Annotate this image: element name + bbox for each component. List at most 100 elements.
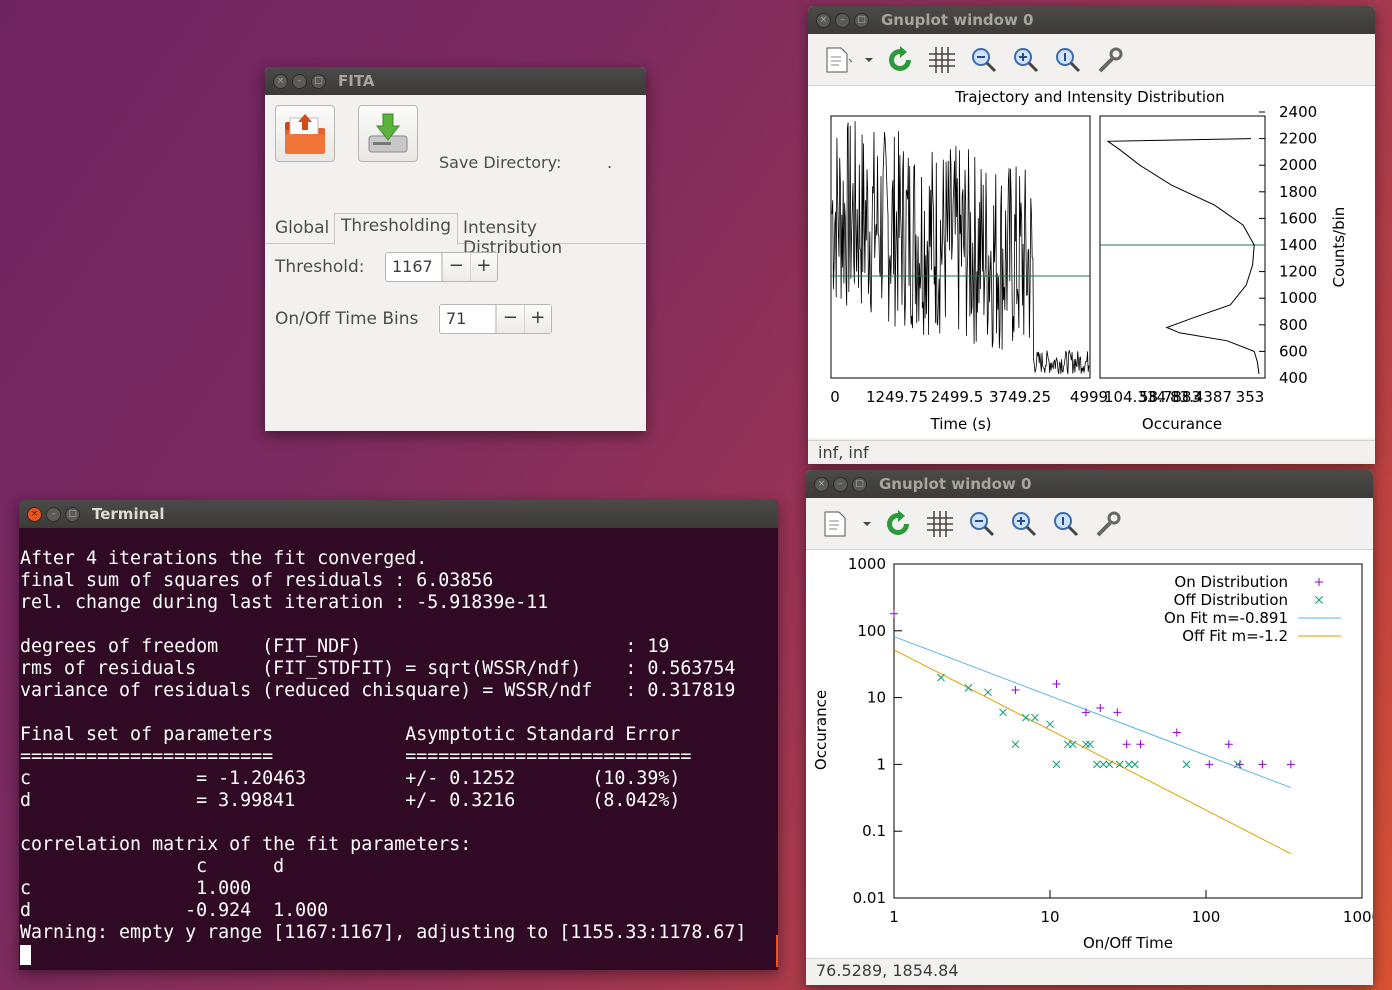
gnuplot-window-trajectory: × – □ Gnuplot window 0 Trajectory and In… <box>808 6 1375 464</box>
grid-icon[interactable] <box>926 44 958 76</box>
maximize-icon[interactable]: □ <box>852 476 867 492</box>
x-tick-label: 104.334 <box>1104 388 1166 406</box>
on-distribution-point <box>890 609 898 618</box>
off-distribution-point <box>1099 760 1108 769</box>
on-distribution-point <box>1172 728 1181 737</box>
chevron-down-icon[interactable] <box>864 44 874 76</box>
on-distribution-point <box>1286 760 1295 769</box>
zoom-in-icon[interactable] <box>1008 508 1040 540</box>
onoff-time-bins-label: On/Off Time Bins <box>275 309 419 329</box>
close-icon[interactable]: × <box>814 476 829 492</box>
x-tick-label: 353 <box>1236 388 1265 406</box>
on-distribution-point <box>1258 760 1267 769</box>
maximize-icon[interactable]: □ <box>65 506 80 522</box>
y-tick-label: 2000 <box>1279 156 1317 174</box>
off-distribution-point <box>1233 760 1242 769</box>
minimize-icon[interactable]: – <box>835 12 850 28</box>
y-tick-label: 1000 <box>848 555 886 573</box>
export-icon[interactable] <box>820 508 852 540</box>
on-distribution-point <box>1081 708 1090 717</box>
grid-icon[interactable] <box>924 508 956 540</box>
export-icon[interactable] <box>822 44 854 76</box>
terminal-line: c = -1.20463 +/- 0.1252 (10.39%) <box>20 768 681 789</box>
wrench-icon[interactable] <box>1094 44 1126 76</box>
plot-canvas-trajectory[interactable]: Trajectory and Intensity Distribution 240… <box>808 86 1375 438</box>
tab-intensity-distribution[interactable]: Intensity Distribution <box>463 218 563 258</box>
off-distribution-point <box>1031 713 1039 722</box>
terminal-titlebar[interactable]: × – □ Terminal <box>19 500 778 528</box>
threshold-spinner: 1167 − + <box>385 252 498 282</box>
gnuplot-toolbar <box>806 498 1373 550</box>
zoom-out-icon[interactable] <box>968 44 1000 76</box>
threshold-decrement-button[interactable]: − <box>442 253 470 281</box>
y-tick-label: 1200 <box>1279 263 1317 281</box>
zoom-reset-icon[interactable] <box>1050 508 1082 540</box>
y-tick-label: 800 <box>1279 316 1308 334</box>
trajectory-frame <box>830 115 1091 379</box>
threshold-input[interactable]: 1167 <box>386 253 443 281</box>
terminal-output[interactable]: After 4 iterations the fit converged. fin… <box>19 500 778 944</box>
legend-label: Off Distribution <box>1174 591 1288 609</box>
x-tick-label: 1249.75 <box>866 388 928 406</box>
y-tick-label: 10 <box>867 689 886 707</box>
zoom-in-icon[interactable] <box>1010 44 1042 76</box>
close-icon[interactable]: × <box>273 73 288 89</box>
open-folder-button[interactable] <box>275 105 335 162</box>
status-bar: 76.5289, 1854.84 <box>806 958 1373 982</box>
x-tick-label: 1000 <box>1343 908 1373 926</box>
chevron-down-icon[interactable] <box>862 508 872 540</box>
fita-titlebar[interactable]: × – □ FITA <box>265 67 646 95</box>
threshold-increment-button[interactable]: + <box>469 253 498 281</box>
x-tick-label: 3749.25 <box>989 388 1051 406</box>
window-title: Gnuplot window 0 <box>881 11 1034 29</box>
x-tick-label: 83.4387 <box>1170 388 1232 406</box>
x-tick-label: 0 <box>830 388 840 406</box>
y-tick-label: 1 <box>876 755 886 773</box>
y-axis-label: Occurance <box>812 690 830 770</box>
onoff-increment-button[interactable]: + <box>523 305 552 333</box>
x-axis-label: On/Off Time <box>1083 934 1173 952</box>
zoom-out-icon[interactable] <box>966 508 998 540</box>
onoff-spinner: 71 − + <box>439 304 552 334</box>
minimize-icon[interactable]: – <box>46 506 61 522</box>
close-icon[interactable]: × <box>27 506 42 522</box>
x-tick-label: 10 <box>1040 908 1059 926</box>
terminal-line <box>20 702 778 724</box>
x-tick-label: 1 <box>889 908 899 926</box>
terminal-line: After 4 iterations the fit converged. <box>20 548 428 569</box>
save-directory-value: . <box>607 153 613 172</box>
on-distribution-point <box>1224 740 1233 749</box>
terminal-line: final sum of squares of residuals : 6.03… <box>20 570 494 591</box>
tab-global[interactable]: Global <box>275 218 330 238</box>
gnuplot-window-onoff: × – □ Gnuplot window 0 11010010001000100… <box>806 470 1373 985</box>
on-fit-line <box>893 636 1292 789</box>
onoff-decrement-button[interactable]: − <box>496 305 524 333</box>
gnuplot-titlebar[interactable]: × – □ Gnuplot window 0 <box>806 470 1373 498</box>
maximize-icon[interactable]: □ <box>311 73 326 89</box>
maximize-icon[interactable]: □ <box>854 12 869 28</box>
y-tick-label: 1400 <box>1279 236 1317 254</box>
gnuplot-titlebar[interactable]: × – □ Gnuplot window 0 <box>808 6 1375 34</box>
off-distribution-point <box>1052 760 1061 769</box>
scrollbar[interactable] <box>776 935 778 967</box>
terminal-line: ======================= ================… <box>20 746 692 767</box>
minimize-icon[interactable]: – <box>292 73 307 89</box>
onoff-input[interactable]: 71 <box>440 305 497 333</box>
gnuplot-toolbar <box>808 34 1375 86</box>
y-tick-label: 2400 <box>1279 103 1317 121</box>
terminal-line: degrees of freedom (FIT_NDF) : 19 <box>20 636 670 657</box>
y-tick-label: 0.01 <box>853 889 886 907</box>
wrench-icon[interactable] <box>1092 508 1124 540</box>
replot-icon[interactable] <box>882 508 914 540</box>
terminal-line <box>20 812 778 834</box>
save-button[interactable] <box>358 105 418 162</box>
histogram-series <box>1106 138 1260 375</box>
x-tick-label: 4999 <box>1070 388 1108 406</box>
plot-canvas-onoff[interactable]: 1 10 100 1000 1000 100 10 1 0.1 0.01 On/Off Time Oc… <box>806 550 1373 958</box>
minimize-icon[interactable]: – <box>833 476 848 492</box>
close-icon[interactable]: × <box>816 12 831 28</box>
replot-icon[interactable] <box>884 44 916 76</box>
legend-label: On Distribution <box>1174 573 1288 591</box>
zoom-reset-icon[interactable] <box>1052 44 1084 76</box>
tab-thresholding[interactable]: Thresholding <box>334 213 459 245</box>
